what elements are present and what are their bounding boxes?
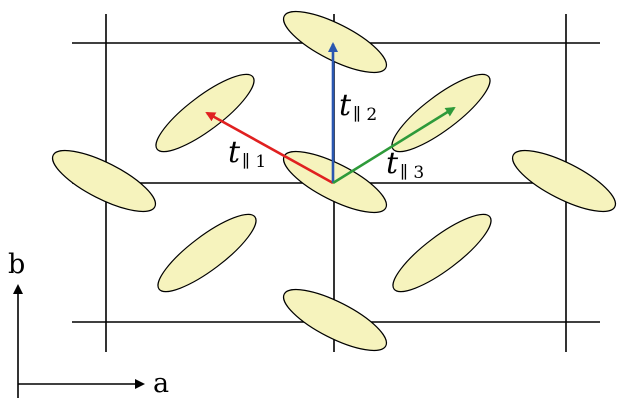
vector-t3-label: t ∥ 3 bbox=[386, 146, 424, 183]
axis-a-label: a bbox=[153, 368, 169, 399]
molecule-right-edge bbox=[511, 149, 617, 213]
axis-b-label: b bbox=[8, 249, 25, 280]
transfer-vectors bbox=[205, 42, 456, 185]
molecule-upper-right bbox=[391, 73, 491, 153]
crystal-axes bbox=[13, 284, 145, 398]
molecule-upper-left bbox=[155, 73, 255, 153]
molecule-bottom-center bbox=[282, 288, 388, 352]
molecule-lower-right bbox=[392, 213, 492, 293]
vector-t1-label: t ∥ 1 bbox=[228, 135, 266, 172]
molecules bbox=[51, 10, 617, 352]
vector-t1-arrow bbox=[205, 111, 334, 185]
molecule-top-center bbox=[282, 10, 388, 74]
molecule-lower-left bbox=[157, 213, 257, 293]
molecule-left-edge bbox=[51, 149, 157, 213]
vector-t3-arrow bbox=[332, 106, 456, 185]
vector-t2-label: t ∥ 2 bbox=[339, 88, 377, 125]
